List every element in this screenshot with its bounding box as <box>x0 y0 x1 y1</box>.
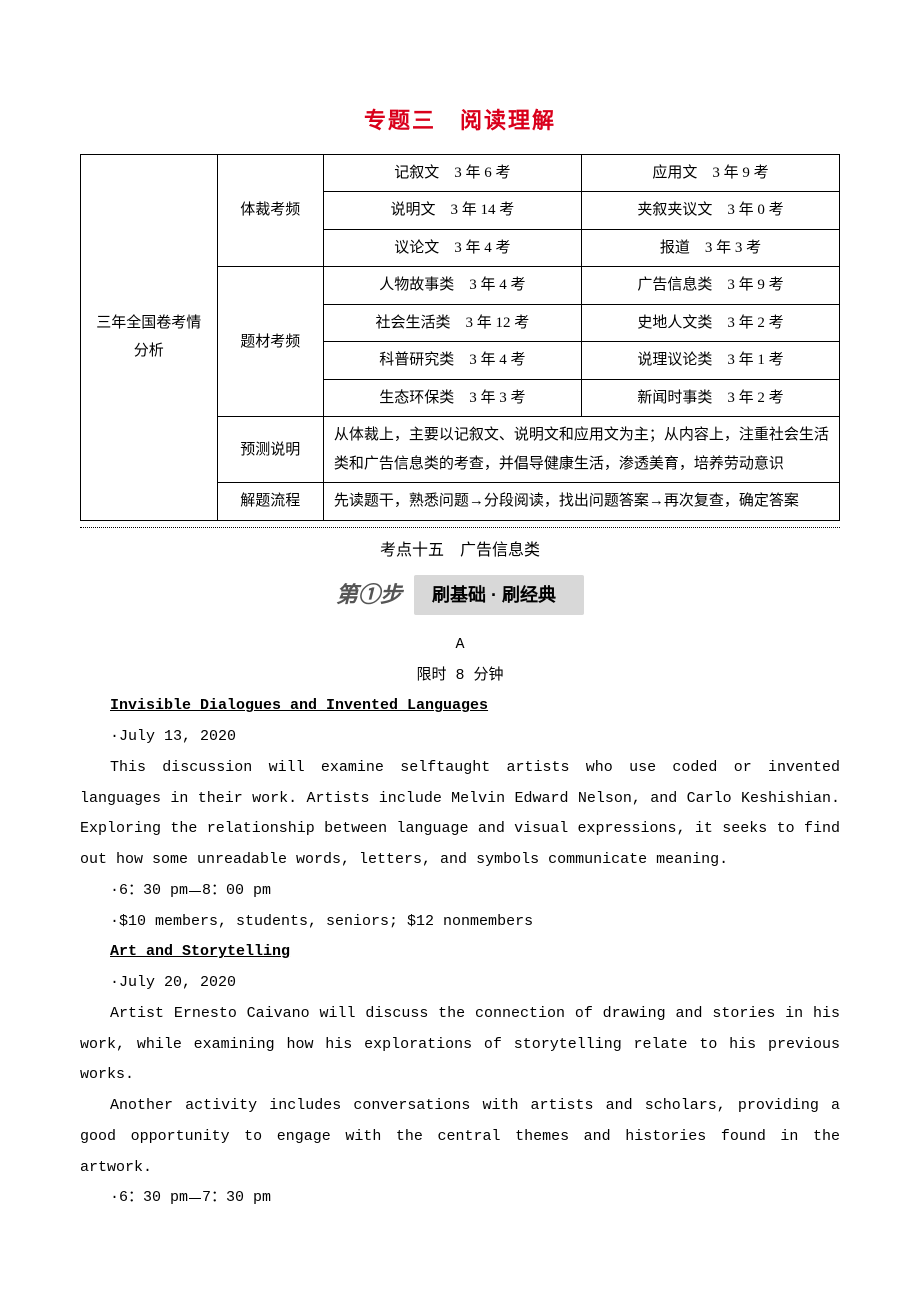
cell: 人物故事类 3 年 4 考 <box>323 267 581 305</box>
passage-paragraph: Artist Ernesto Caivano will discuss the … <box>80 999 840 1091</box>
step-pill: 刷基础 · 刷经典 <box>414 575 584 615</box>
section-label: 题材考频 <box>217 267 323 417</box>
step-number: ① <box>358 582 380 607</box>
row-header-cell: 三年全国卷考情分析 <box>81 154 218 520</box>
section-label: 预测说明 <box>217 417 323 483</box>
cell: 记叙文 3 年 6 考 <box>323 154 581 192</box>
passage-time: ·6：30 pm 8：00 pm <box>80 876 840 907</box>
passage-date: ·July 20, 2020 <box>80 968 840 999</box>
step-banner: 第①步 刷基础 · 刷经典 <box>80 574 840 616</box>
passage-heading: Art and Storytelling <box>80 937 840 968</box>
passage-date: ·July 13, 2020 <box>80 722 840 753</box>
cell: 社会生活类 3 年 12 考 <box>323 304 581 342</box>
step-prefix-text: 第 <box>336 582 358 607</box>
passage-time: ·6：30 pm 7：30 pm <box>80 1183 840 1214</box>
cell: 科普研究类 3 年 4 考 <box>323 342 581 380</box>
cell: 广告信息类 3 年 9 考 <box>581 267 839 305</box>
table-row: 三年全国卷考情分析 体裁考频 记叙文 3 年 6 考 应用文 3 年 9 考 <box>81 154 840 192</box>
kaodian-title: 考点十五 广告信息类 <box>80 536 840 566</box>
passage-price: ·$10 members, students, seniors; $12 non… <box>80 907 840 938</box>
passage-paragraph: This discussion will examine self­taught… <box>80 753 840 876</box>
section-letter: A <box>80 630 840 661</box>
passage-heading: Invisible Dialogues and Invented Languag… <box>80 691 840 722</box>
time-start: ·6：30 pm <box>110 882 188 899</box>
range-dash-icon <box>189 1187 201 1199</box>
time-start: ·6：30 pm <box>110 1189 188 1206</box>
time-end: 8：00 pm <box>202 882 271 899</box>
section-label: 体裁考频 <box>217 154 323 267</box>
cell: 说明文 3 年 14 考 <box>323 192 581 230</box>
cell: 先读题干，熟悉问题→分段阅读，找出问题答案→再次复查，确定答案 <box>323 483 839 521</box>
range-dash-icon <box>189 880 201 892</box>
cell: 夹叙夹议文 3 年 0 考 <box>581 192 839 230</box>
time-limit: 限时 8 分钟 <box>80 661 840 692</box>
topic-title: 专题三 阅读理解 <box>80 100 840 142</box>
cell: 说理议论类 3 年 1 考 <box>581 342 839 380</box>
step-suffix-text: 步 <box>380 582 402 607</box>
divider-dotted <box>80 527 840 528</box>
cell: 从体裁上，主要以记叙文、说明文和应用文为主；从内容上，注重社会生活类和广告信息类… <box>323 417 839 483</box>
reading-passage: Invisible Dialogues and Invented Languag… <box>80 691 840 1214</box>
cell: 史地人文类 3 年 2 考 <box>581 304 839 342</box>
cell: 议论文 3 年 4 考 <box>323 229 581 267</box>
cell: 生态环保类 3 年 3 考 <box>323 379 581 417</box>
cell: 报道 3 年 3 考 <box>581 229 839 267</box>
cell: 应用文 3 年 9 考 <box>581 154 839 192</box>
exam-analysis-table: 三年全国卷考情分析 体裁考频 记叙文 3 年 6 考 应用文 3 年 9 考 说… <box>80 154 840 521</box>
step-prefix: 第①步 <box>336 574 402 616</box>
passage-paragraph: Another activity includes conversations … <box>80 1091 840 1183</box>
section-label: 解题流程 <box>217 483 323 521</box>
time-end: 7：30 pm <box>202 1189 271 1206</box>
cell: 新闻时事类 3 年 2 考 <box>581 379 839 417</box>
